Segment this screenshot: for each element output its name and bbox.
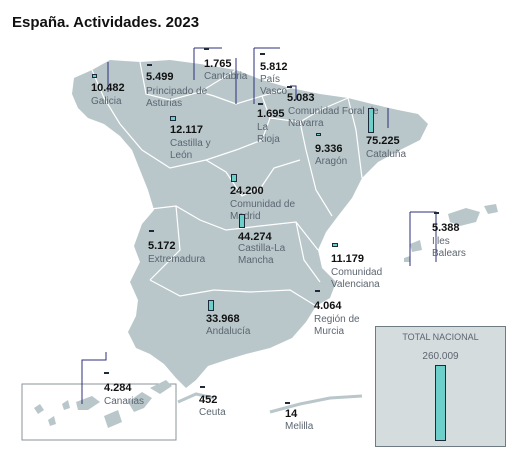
label-balears: Illes Balears [432, 236, 466, 259]
value-balears: 5.388 [432, 222, 460, 234]
bar-valenciana [332, 243, 338, 247]
bar-galicia [92, 74, 97, 78]
bar-cantabria [204, 48, 209, 50]
bar-extremadura [149, 230, 154, 232]
label-aragon: Aragón [315, 156, 348, 167]
label-valenciana: Comunidad Valenciana [331, 267, 383, 290]
value-navarra: 5.083 [287, 92, 315, 104]
bar-canarias [104, 372, 109, 374]
ceuta-coast [177, 392, 215, 404]
total-nacional-panel: TOTAL NACIONAL 260.009 [375, 326, 506, 447]
label-asturias: Principado de Asturias [146, 86, 208, 109]
bar-la-rioja [258, 103, 263, 105]
bar-asturias [147, 64, 152, 66]
peninsula-landmass [72, 60, 428, 388]
value-canarias: 4.284 [104, 382, 132, 394]
label-cataluna: Cataluña [366, 149, 407, 160]
bar-castilla-la-mancha [239, 214, 245, 228]
value-la-rioja: 1.695 [257, 108, 285, 120]
value-ceuta: 452 [199, 394, 218, 406]
bar-cataluna [368, 108, 374, 133]
value-madrid: 24.200 [230, 185, 264, 197]
bar-aragon [316, 133, 321, 136]
bar-balears [434, 212, 439, 214]
bar-castilla-y-leon [170, 116, 176, 121]
bar-murcia [315, 290, 320, 292]
bar-ceuta [200, 386, 205, 388]
balearic-islands [404, 204, 498, 262]
melilla-coast [269, 394, 363, 414]
value-cantabria: 1.765 [204, 58, 232, 70]
label-galicia: Galicia [91, 96, 122, 107]
canary-islands [34, 380, 172, 428]
value-andalucia: 33.968 [206, 313, 240, 325]
total-nacional-bar [435, 365, 446, 441]
total-nacional-value: 260.009 [422, 351, 459, 362]
label-castilla-la-mancha: Castilla-La Mancha [238, 243, 286, 266]
label-madrid: Comunidad de Madrid [230, 199, 296, 222]
label-navarra: Comunidad Foral de Navarra [288, 106, 379, 129]
value-murcia: 4.064 [314, 300, 342, 312]
value-castilla-la-mancha: 44.274 [238, 231, 272, 243]
label-canarias: Canarias [104, 396, 145, 407]
label-melilla: Melilla [285, 421, 314, 432]
label-ceuta: Ceuta [199, 407, 226, 418]
label-cantabria: Cantabria [204, 71, 248, 82]
value-valenciana: 11.179 [331, 253, 365, 265]
canarias-inset-frame [21, 383, 177, 441]
value-extremadura: 5.172 [148, 240, 176, 252]
label-andalucia: Andalucía [206, 326, 251, 337]
value-melilla: 14 [285, 408, 298, 420]
bar-pais-vasco [260, 53, 265, 55]
label-castilla-y-leon: Castilla y León [170, 138, 211, 161]
bar-melilla [285, 402, 290, 404]
value-cataluna: 75.225 [366, 135, 400, 147]
value-castilla-y-leon: 12.117 [170, 124, 204, 136]
bar-navarra [287, 86, 292, 88]
value-aragon: 9.336 [315, 143, 343, 155]
bar-andalucia [208, 300, 214, 311]
map-title: España. Actividades. 2023 [12, 14, 200, 31]
label-pais-vasco: País Vasco [260, 74, 288, 97]
total-nacional-label: TOTAL NACIONAL [402, 332, 479, 342]
region-borders [91, 61, 363, 307]
value-asturias: 5.499 [146, 71, 174, 83]
label-la-rioja: La Rioja [257, 122, 280, 145]
value-galicia: 10.482 [91, 82, 125, 94]
label-murcia: Región de Murcia [314, 314, 360, 337]
label-extremadura: Extremadura [148, 254, 206, 265]
bar-madrid [231, 174, 237, 182]
value-pais-vasco: 5.812 [260, 61, 288, 73]
